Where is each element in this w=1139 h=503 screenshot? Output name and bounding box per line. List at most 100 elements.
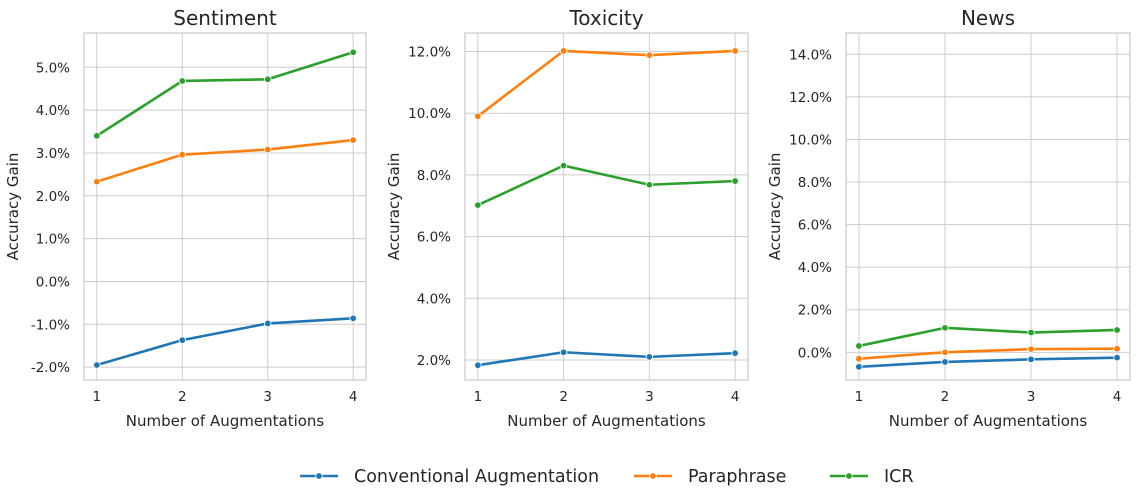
y-tick-label: 2.0% bbox=[798, 303, 832, 319]
data-point bbox=[855, 355, 863, 363]
legend-marker bbox=[845, 472, 853, 480]
y-tick-label: 3.0% bbox=[36, 146, 70, 162]
y-tick-label: -2.0% bbox=[31, 360, 70, 376]
y-tick-label: 4.0% bbox=[798, 260, 832, 276]
legend-item: Paraphrase bbox=[634, 467, 786, 487]
chart-title: Toxicity bbox=[568, 6, 643, 30]
series-line bbox=[857, 326, 1119, 348]
legend-item: ICR bbox=[830, 467, 914, 487]
x-tick-label: 3 bbox=[263, 389, 272, 405]
y-tick-label: 12.0% bbox=[789, 90, 832, 106]
x-tick-label: 3 bbox=[645, 389, 654, 405]
series-conventional-augmentation bbox=[93, 314, 357, 369]
chart-title: Sentiment bbox=[173, 6, 277, 30]
data-point bbox=[93, 177, 101, 186]
data-point bbox=[93, 361, 101, 369]
data-point bbox=[731, 47, 739, 55]
data-point bbox=[264, 319, 272, 328]
y-tick-label: -1.0% bbox=[31, 317, 70, 333]
series-line bbox=[95, 317, 355, 367]
chart-panel-sentiment: 1 2 3 4 -2.0% -1.0% 0.0% 1.0% 2.0% 3.0% 4.0% 5.0% Se… bbox=[4, 6, 367, 430]
x-tick-label: 4 bbox=[1113, 389, 1122, 405]
series-line bbox=[95, 138, 355, 183]
data-point bbox=[941, 348, 949, 357]
y-tick-label: 2.0% bbox=[36, 189, 70, 205]
y-tick-label: 12.0% bbox=[408, 45, 451, 61]
x-tick-label: 4 bbox=[731, 389, 740, 405]
y-tick-label: 4.0% bbox=[36, 103, 70, 119]
series-paraphrase bbox=[474, 47, 739, 120]
x-tick-label: 3 bbox=[1027, 389, 1036, 405]
legend-item: Conventional Augmentation bbox=[300, 467, 599, 487]
legend-marker bbox=[649, 472, 657, 480]
series-conventional-augmentation bbox=[855, 353, 1121, 371]
chart-title: News bbox=[961, 6, 1015, 30]
data-point bbox=[731, 349, 739, 357]
legend-marker bbox=[315, 472, 323, 480]
x-tick-label: 2 bbox=[559, 389, 568, 405]
series-conventional-augmentation bbox=[474, 348, 739, 369]
y-tick-label: 1.0% bbox=[36, 232, 70, 248]
legend-label: Paraphrase bbox=[688, 467, 786, 487]
legend: Conventional Augmentation Paraphrase ICR bbox=[300, 467, 914, 487]
y-tick-label: 6.0% bbox=[798, 218, 832, 234]
series-icr bbox=[855, 324, 1121, 350]
data-point bbox=[349, 136, 357, 144]
data-point bbox=[1027, 328, 1035, 337]
data-point bbox=[645, 353, 654, 361]
plot-frame bbox=[83, 32, 367, 381]
data-point bbox=[645, 181, 654, 189]
series-icr bbox=[93, 48, 357, 140]
series-paraphrase bbox=[93, 136, 357, 186]
data-point bbox=[645, 51, 654, 59]
y-tick-label: 6.0% bbox=[417, 230, 451, 246]
y-tick-label: 10.0% bbox=[408, 106, 451, 122]
data-point bbox=[474, 361, 482, 369]
plot-frame bbox=[464, 32, 749, 381]
data-point bbox=[349, 314, 357, 323]
series-line bbox=[857, 356, 1119, 369]
x-axis-label: Number of Augmentations bbox=[126, 412, 325, 430]
data-point bbox=[1113, 353, 1121, 362]
data-point bbox=[559, 161, 568, 170]
data-point bbox=[264, 145, 272, 154]
data-point bbox=[474, 201, 482, 209]
x-tick-label: 2 bbox=[941, 389, 950, 405]
y-tick-label: 4.0% bbox=[417, 291, 451, 307]
data-point bbox=[855, 363, 863, 371]
data-point bbox=[178, 150, 186, 159]
series-icr bbox=[474, 161, 739, 209]
x-tick-label: 4 bbox=[349, 389, 358, 405]
data-point bbox=[559, 348, 568, 356]
data-point bbox=[178, 77, 186, 85]
chart-panel-news: 1 2 3 4 0.0% 2.0% 4.0% 6.0% 8.0% 10.0% 12.0% 14.0% N… bbox=[766, 6, 1131, 430]
data-point bbox=[731, 177, 739, 185]
y-axis-label: Accuracy Gain bbox=[4, 153, 22, 261]
series-line bbox=[476, 49, 737, 118]
x-tick-label: 1 bbox=[474, 389, 483, 405]
data-point bbox=[474, 112, 482, 120]
x-tick-label: 1 bbox=[855, 389, 864, 405]
legend-label: ICR bbox=[884, 467, 914, 487]
legend-label: Conventional Augmentation bbox=[354, 467, 599, 487]
data-point bbox=[264, 75, 272, 83]
y-tick-label: 0.0% bbox=[36, 274, 70, 290]
data-point bbox=[941, 324, 949, 332]
x-tick-label: 1 bbox=[93, 389, 102, 405]
y-tick-label: 8.0% bbox=[798, 175, 832, 191]
x-axis-label: Number of Augmentations bbox=[507, 412, 706, 430]
data-point bbox=[1027, 355, 1035, 364]
data-point bbox=[1027, 345, 1035, 353]
data-point bbox=[349, 48, 357, 56]
y-tick-label: 10.0% bbox=[789, 132, 832, 148]
series-paraphrase bbox=[855, 345, 1121, 363]
plot-frame bbox=[845, 32, 1131, 381]
series-line bbox=[857, 347, 1119, 361]
data-point bbox=[1113, 326, 1121, 334]
y-axis-label: Accuracy Gain bbox=[385, 153, 403, 261]
chart-panel-toxicity: 1 2 3 4 2.0% 4.0% 6.0% 8.0% 10.0% 12.0% Toxicity Nu… bbox=[385, 6, 749, 430]
series-line bbox=[95, 50, 355, 138]
x-tick-label: 2 bbox=[178, 389, 187, 405]
series-line bbox=[476, 350, 737, 367]
